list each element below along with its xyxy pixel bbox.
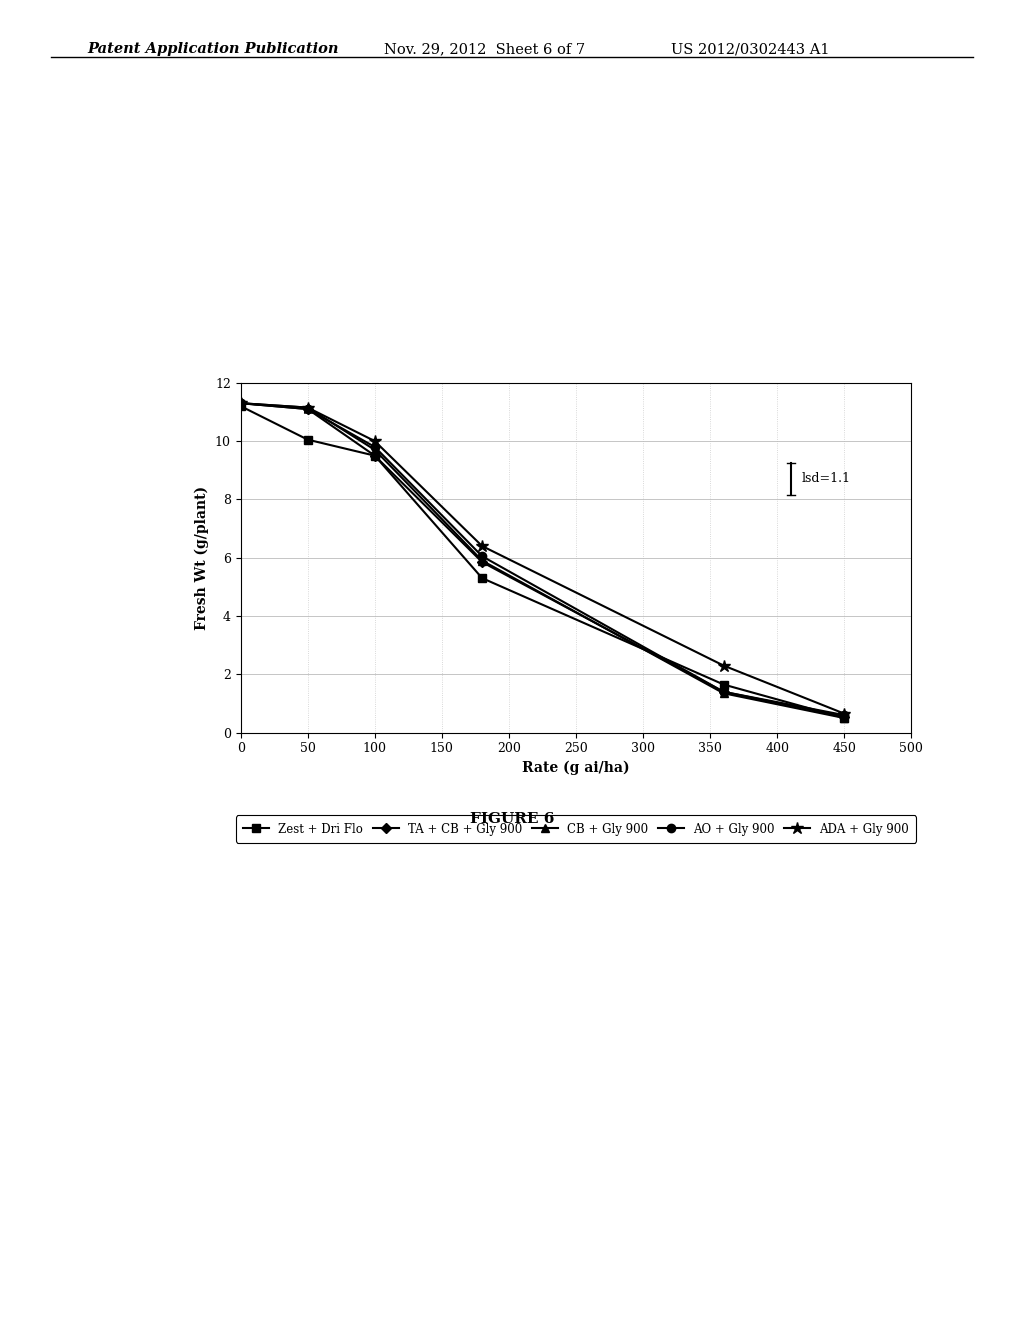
- CB + Gly 900: [234, 395, 247, 411]
- AO + Gly 900: [234, 395, 247, 411]
- CB + Gly 900: [839, 710, 851, 726]
- Text: Nov. 29, 2012  Sheet 6 of 7: Nov. 29, 2012 Sheet 6 of 7: [384, 42, 585, 57]
- AO + Gly 900: [369, 440, 381, 455]
- Line: ADA + Gly 900: ADA + Gly 900: [234, 397, 851, 719]
- Zest + Dri Flo: [301, 432, 313, 447]
- Text: lsd=1.1: lsd=1.1: [802, 473, 850, 486]
- Zest + Dri Flo: [234, 399, 247, 414]
- Text: FIGURE 6: FIGURE 6: [470, 812, 554, 826]
- ADA + Gly 900: [369, 433, 381, 449]
- ADA + Gly 900: [476, 539, 488, 554]
- TA + CB + Gly 900: [234, 395, 247, 411]
- Zest + Dri Flo: [718, 677, 730, 693]
- Text: Patent Application Publication: Patent Application Publication: [87, 42, 339, 57]
- TA + CB + Gly 900: [369, 447, 381, 463]
- Line: AO + Gly 900: AO + Gly 900: [237, 399, 849, 719]
- CB + Gly 900: [301, 400, 313, 416]
- TA + CB + Gly 900: [301, 401, 313, 417]
- X-axis label: Rate (g ai/ha): Rate (g ai/ha): [522, 760, 630, 775]
- ADA + Gly 900: [234, 395, 247, 411]
- Zest + Dri Flo: [369, 447, 381, 463]
- TA + CB + Gly 900: [839, 709, 851, 725]
- Text: US 2012/0302443 A1: US 2012/0302443 A1: [671, 42, 829, 57]
- Y-axis label: Fresh Wt (g/plant): Fresh Wt (g/plant): [195, 486, 209, 630]
- Zest + Dri Flo: [476, 570, 488, 586]
- Line: CB + Gly 900: CB + Gly 900: [237, 399, 849, 722]
- ADA + Gly 900: [301, 400, 313, 416]
- Line: Zest + Dri Flo: Zest + Dri Flo: [237, 403, 849, 722]
- ADA + Gly 900: [839, 706, 851, 722]
- ADA + Gly 900: [718, 657, 730, 673]
- CB + Gly 900: [718, 685, 730, 701]
- AO + Gly 900: [301, 401, 313, 417]
- Zest + Dri Flo: [839, 710, 851, 726]
- TA + CB + Gly 900: [718, 684, 730, 700]
- Legend: Zest + Dri Flo, TA + CB + Gly 900, CB + Gly 900, AO + Gly 900, ADA + Gly 900: Zest + Dri Flo, TA + CB + Gly 900, CB + …: [236, 816, 916, 842]
- CB + Gly 900: [476, 553, 488, 569]
- TA + CB + Gly 900: [476, 554, 488, 570]
- AO + Gly 900: [839, 708, 851, 723]
- Line: TA + CB + Gly 900: TA + CB + Gly 900: [238, 400, 848, 719]
- CB + Gly 900: [369, 442, 381, 458]
- AO + Gly 900: [718, 684, 730, 700]
- AO + Gly 900: [476, 548, 488, 564]
